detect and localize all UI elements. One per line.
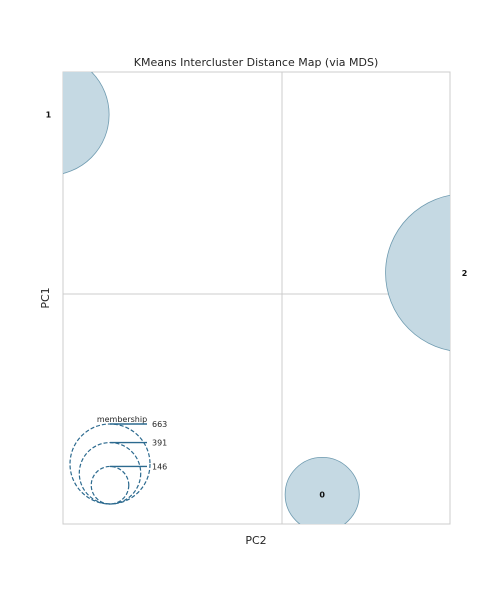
y-axis-label: PC1 — [39, 287, 52, 308]
legend-value-663: 663 — [152, 420, 167, 429]
legend-value-146: 146 — [152, 462, 167, 471]
legend-value-391: 391 — [152, 439, 167, 448]
chart-title: KMeans Intercluster Distance Map (via MD… — [134, 56, 379, 69]
x-axis-label: PC2 — [245, 534, 266, 547]
cluster-label-2: 2 — [462, 269, 468, 278]
cluster-label-0: 0 — [319, 490, 325, 499]
cluster-label-1: 1 — [46, 111, 52, 120]
legend-title: membership — [97, 415, 147, 424]
